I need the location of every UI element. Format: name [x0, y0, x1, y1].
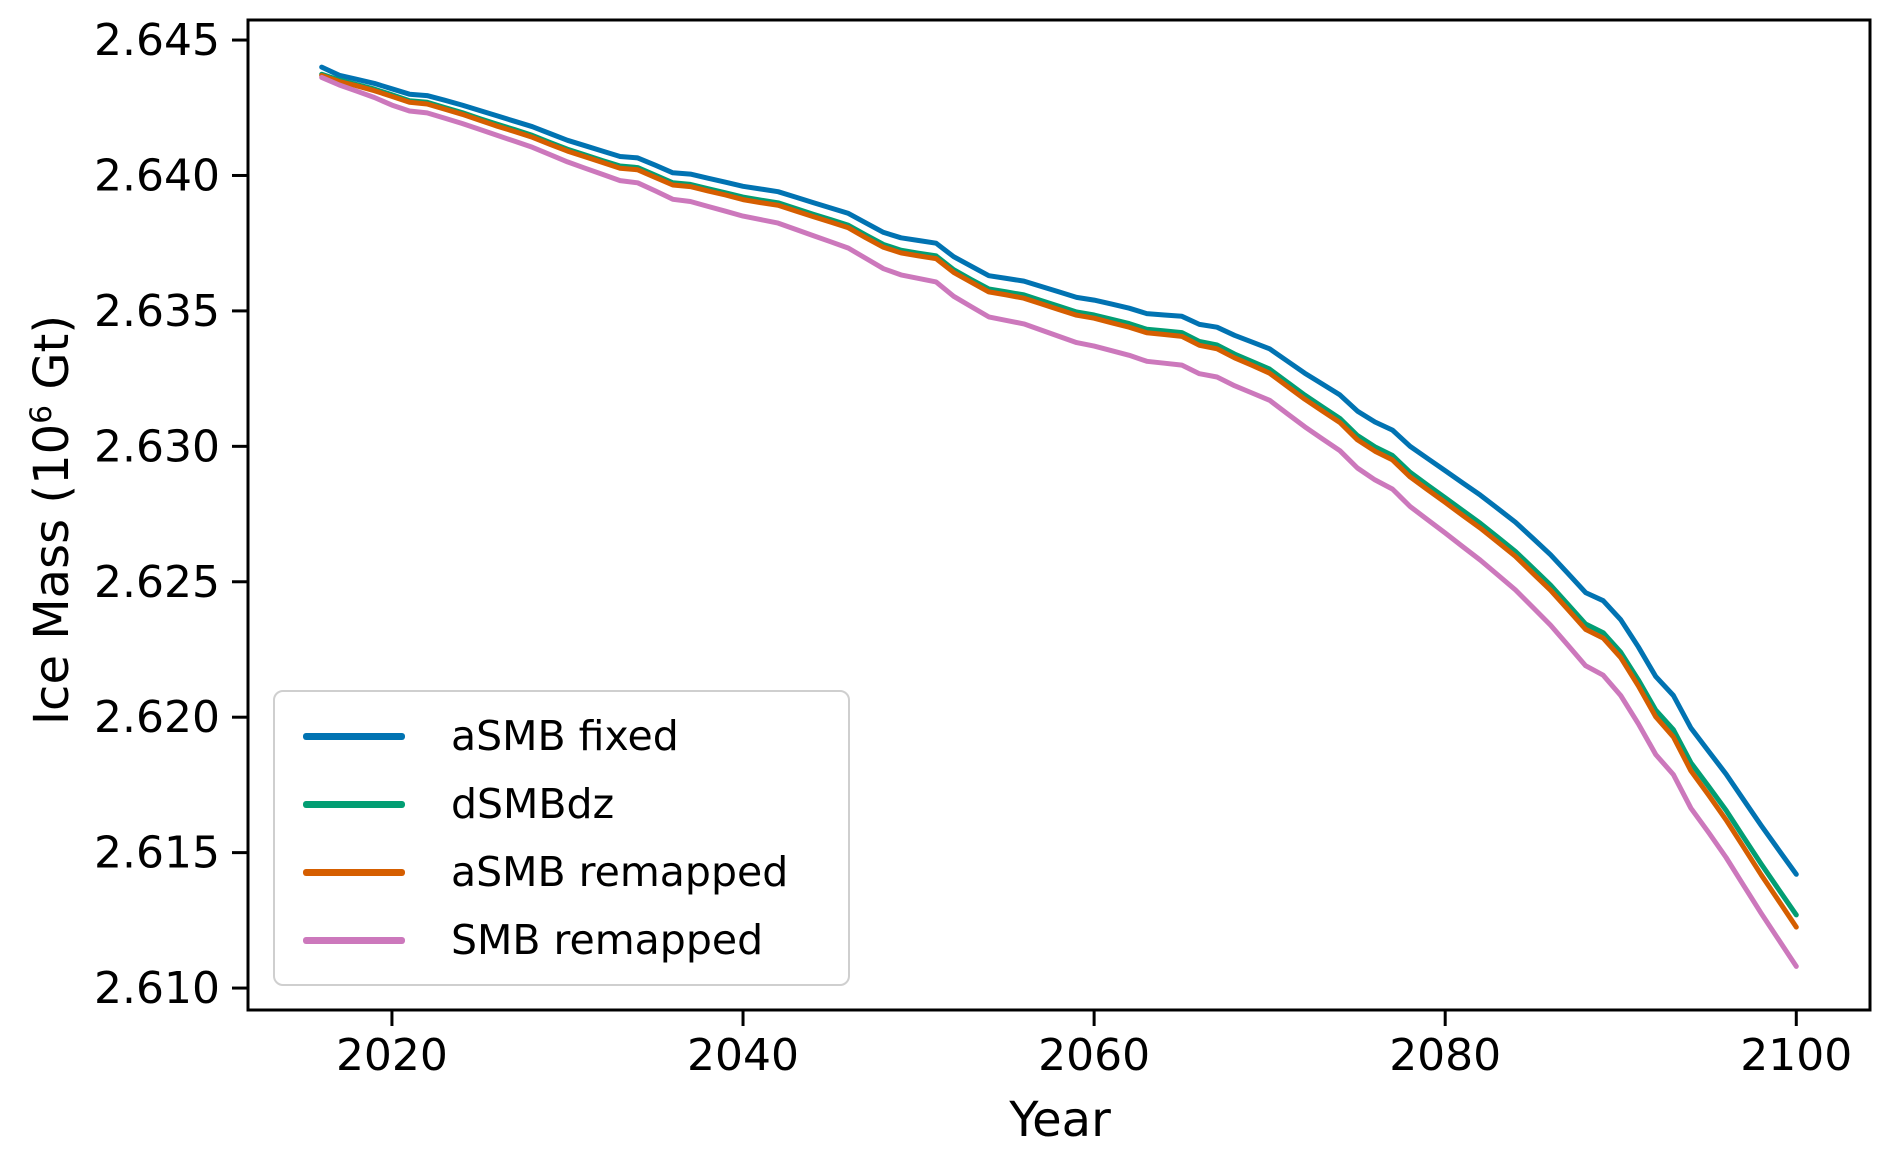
legend-swatch-dsmbdz — [303, 800, 405, 808]
legend-item-smb-remapped: SMB remapped — [303, 915, 848, 964]
y-axis-label-prefix: Ice Mass (10 — [24, 423, 80, 726]
legend-label: aSMB remapped — [451, 847, 789, 896]
y-tick-label: 2.630 — [94, 421, 220, 472]
x-tick-label: 2040 — [687, 1030, 799, 1081]
legend-swatch-asmb-fixed — [303, 732, 405, 740]
legend-item-dsmbdz: dSMBdz — [303, 779, 848, 828]
y-axis-label-suffix: Gt) — [24, 314, 80, 405]
series-line-asmb-fixed — [319, 64, 1799, 877]
legend-box: aSMB fixed dSMBdz aSMB remapped SMB rema… — [273, 690, 850, 986]
y-tick-label: 2.625 — [94, 557, 220, 608]
legend-swatch-asmb-remapped — [303, 868, 405, 876]
y-axis-label: Ice Mass (106 Gt) — [24, 290, 80, 750]
legend-label: aSMB fixed — [451, 711, 679, 760]
x-tick-label: 2100 — [1740, 1030, 1852, 1081]
axes-frame — [246, 18, 1872, 1012]
y-tick-label: 2.610 — [94, 963, 220, 1014]
y-tick-label: 2.645 — [94, 15, 220, 66]
x-axis-label: Year — [1009, 1092, 1111, 1148]
series-line-smb-remapped — [319, 74, 1799, 969]
legend-swatch-smb-remapped — [303, 936, 405, 944]
y-tick-label: 2.635 — [94, 286, 220, 337]
series-line-asmb-remapped — [319, 73, 1799, 930]
x-tick-label: 2020 — [336, 1030, 448, 1081]
x-tick-label: 2080 — [1389, 1030, 1501, 1081]
y-tick-label: 2.620 — [94, 692, 220, 743]
y-tick-label: 2.640 — [94, 150, 220, 201]
y-tick-label: 2.615 — [94, 828, 220, 879]
legend-item-asmb-fixed: aSMB fixed — [303, 711, 848, 760]
legend-label: dSMBdz — [451, 779, 615, 828]
legend-label: SMB remapped — [451, 915, 764, 964]
x-tick-label: 2060 — [1038, 1030, 1150, 1081]
y-axis-label-superscript: 6 — [24, 404, 59, 424]
legend-item-asmb-remapped: aSMB remapped — [303, 847, 848, 896]
